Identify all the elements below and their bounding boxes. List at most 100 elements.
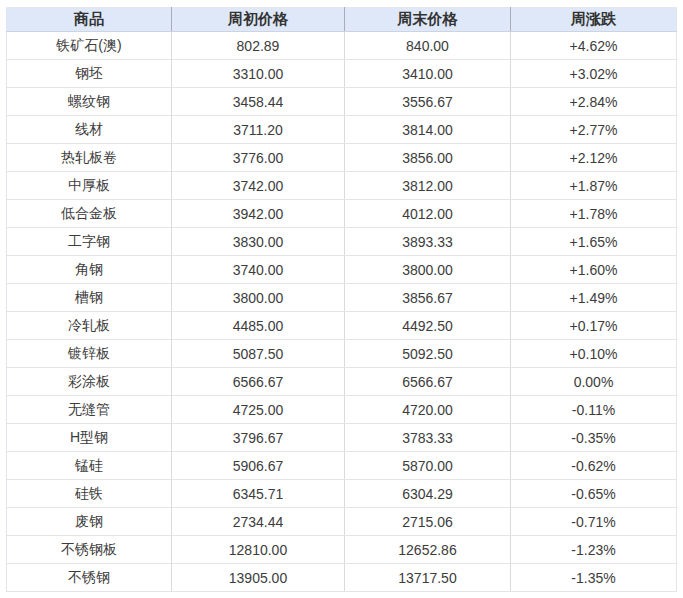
week-start-price-cell: 3942.00 xyxy=(172,200,345,228)
week-start-price-cell: 5087.50 xyxy=(172,340,345,368)
week-start-price-cell: 6345.71 xyxy=(172,480,345,508)
commodity-cell: 铁矿石(澳) xyxy=(7,32,172,60)
weekly-change-cell: -1.23% xyxy=(511,536,677,564)
table-body: 铁矿石(澳)802.89840.00+4.62%钢坯3310.003410.00… xyxy=(7,32,677,592)
week-start-price-cell: 3830.00 xyxy=(172,228,345,256)
table-row: 钢坯3310.003410.00+3.02% xyxy=(7,60,677,88)
week-start-price-cell: 4485.00 xyxy=(172,312,345,340)
commodity-cell: 热轧板卷 xyxy=(7,144,172,172)
commodity-cell: 镀锌板 xyxy=(7,340,172,368)
commodity-cell: H型钢 xyxy=(7,424,172,452)
weekly-change-cell: +2.77% xyxy=(511,116,677,144)
week-end-price-cell: 3814.00 xyxy=(345,116,511,144)
commodity-cell: 无缝管 xyxy=(7,396,172,424)
table-row: 硅铁6345.716304.29-0.65% xyxy=(7,480,677,508)
commodity-cell: 角钢 xyxy=(7,256,172,284)
weekly-change-cell: +3.02% xyxy=(511,60,677,88)
commodity-cell: 彩涂板 xyxy=(7,368,172,396)
week-end-price-cell: 4492.50 xyxy=(345,312,511,340)
weekly-change-cell: +2.84% xyxy=(511,88,677,116)
commodity-cell: 不锈钢 xyxy=(7,564,172,592)
table-row: H型钢3796.673783.33-0.35% xyxy=(7,424,677,452)
table-row: 低合金板3942.004012.00+1.78% xyxy=(7,200,677,228)
weekly-change-cell: -0.35% xyxy=(511,424,677,452)
table-row: 彩涂板6566.676566.670.00% xyxy=(7,368,677,396)
table-row: 中厚板3742.003812.00+1.87% xyxy=(7,172,677,200)
week-start-price-cell: 6566.67 xyxy=(172,368,345,396)
table-row: 线材3711.203814.00+2.77% xyxy=(7,116,677,144)
table-row: 无缝管4725.004720.00-0.11% xyxy=(7,396,677,424)
column-header-week-end-price: 周末价格 xyxy=(345,8,511,32)
weekly-change-cell: +1.49% xyxy=(511,284,677,312)
table-row: 工字钢3830.003893.33+1.65% xyxy=(7,228,677,256)
week-end-price-cell: 3856.67 xyxy=(345,284,511,312)
column-header-weekly-change: 周涨跌 xyxy=(511,8,677,32)
commodity-cell: 废钢 xyxy=(7,508,172,536)
weekly-change-cell: +1.87% xyxy=(511,172,677,200)
commodity-cell: 不锈钢板 xyxy=(7,536,172,564)
table-row: 不锈钢13905.0013717.50-1.35% xyxy=(7,564,677,592)
commodity-cell: 工字钢 xyxy=(7,228,172,256)
weekly-change-cell: +1.60% xyxy=(511,256,677,284)
week-end-price-cell: 5870.00 xyxy=(345,452,511,480)
weekly-change-cell: -0.71% xyxy=(511,508,677,536)
price-table-container: 商品 周初价格 周末价格 周涨跌 铁矿石(澳)802.89840.00+4.62… xyxy=(0,0,683,592)
week-start-price-cell: 12810.00 xyxy=(172,536,345,564)
week-start-price-cell: 3800.00 xyxy=(172,284,345,312)
table-row: 螺纹钢3458.443556.67+2.84% xyxy=(7,88,677,116)
commodity-cell: 中厚板 xyxy=(7,172,172,200)
week-end-price-cell: 2715.06 xyxy=(345,508,511,536)
table-row: 不锈钢板12810.0012652.86-1.23% xyxy=(7,536,677,564)
week-end-price-cell: 13717.50 xyxy=(345,564,511,592)
week-start-price-cell: 3776.00 xyxy=(172,144,345,172)
week-start-price-cell: 3310.00 xyxy=(172,60,345,88)
table-row: 镀锌板5087.505092.50+0.10% xyxy=(7,340,677,368)
week-start-price-cell: 3740.00 xyxy=(172,256,345,284)
week-end-price-cell: 5092.50 xyxy=(345,340,511,368)
commodity-cell: 冷轧板 xyxy=(7,312,172,340)
week-end-price-cell: 12652.86 xyxy=(345,536,511,564)
commodity-cell: 低合金板 xyxy=(7,200,172,228)
week-end-price-cell: 6566.67 xyxy=(345,368,511,396)
week-start-price-cell: 3711.20 xyxy=(172,116,345,144)
week-end-price-cell: 3812.00 xyxy=(345,172,511,200)
commodity-price-table: 商品 周初价格 周末价格 周涨跌 铁矿石(澳)802.89840.00+4.62… xyxy=(6,7,677,592)
week-start-price-cell: 13905.00 xyxy=(172,564,345,592)
header-row: 商品 周初价格 周末价格 周涨跌 xyxy=(7,8,677,32)
table-row: 角钢3740.003800.00+1.60% xyxy=(7,256,677,284)
weekly-change-cell: +0.10% xyxy=(511,340,677,368)
week-start-price-cell: 3796.67 xyxy=(172,424,345,452)
column-header-week-start-price: 周初价格 xyxy=(172,8,345,32)
weekly-change-cell: -0.65% xyxy=(511,480,677,508)
table-row: 锰硅5906.675870.00-0.62% xyxy=(7,452,677,480)
commodity-cell: 硅铁 xyxy=(7,480,172,508)
table-row: 废钢2734.442715.06-0.71% xyxy=(7,508,677,536)
week-end-price-cell: 3800.00 xyxy=(345,256,511,284)
commodity-cell: 锰硅 xyxy=(7,452,172,480)
week-end-price-cell: 4012.00 xyxy=(345,200,511,228)
week-end-price-cell: 4720.00 xyxy=(345,396,511,424)
commodity-cell: 槽钢 xyxy=(7,284,172,312)
week-end-price-cell: 3856.00 xyxy=(345,144,511,172)
week-end-price-cell: 3556.67 xyxy=(345,88,511,116)
weekly-change-cell: -0.11% xyxy=(511,396,677,424)
column-header-commodity: 商品 xyxy=(7,8,172,32)
week-end-price-cell: 6304.29 xyxy=(345,480,511,508)
week-end-price-cell: 3783.33 xyxy=(345,424,511,452)
table-row: 冷轧板4485.004492.50+0.17% xyxy=(7,312,677,340)
week-end-price-cell: 3410.00 xyxy=(345,60,511,88)
week-end-price-cell: 840.00 xyxy=(345,32,511,60)
week-start-price-cell: 5906.67 xyxy=(172,452,345,480)
weekly-change-cell: +2.12% xyxy=(511,144,677,172)
week-end-price-cell: 3893.33 xyxy=(345,228,511,256)
weekly-change-cell: +1.65% xyxy=(511,228,677,256)
table-row: 槽钢3800.003856.67+1.49% xyxy=(7,284,677,312)
commodity-cell: 螺纹钢 xyxy=(7,88,172,116)
week-start-price-cell: 802.89 xyxy=(172,32,345,60)
week-start-price-cell: 3742.00 xyxy=(172,172,345,200)
weekly-change-cell: -0.62% xyxy=(511,452,677,480)
weekly-change-cell: +4.62% xyxy=(511,32,677,60)
week-start-price-cell: 3458.44 xyxy=(172,88,345,116)
weekly-change-cell: +1.78% xyxy=(511,200,677,228)
table-row: 铁矿石(澳)802.89840.00+4.62% xyxy=(7,32,677,60)
